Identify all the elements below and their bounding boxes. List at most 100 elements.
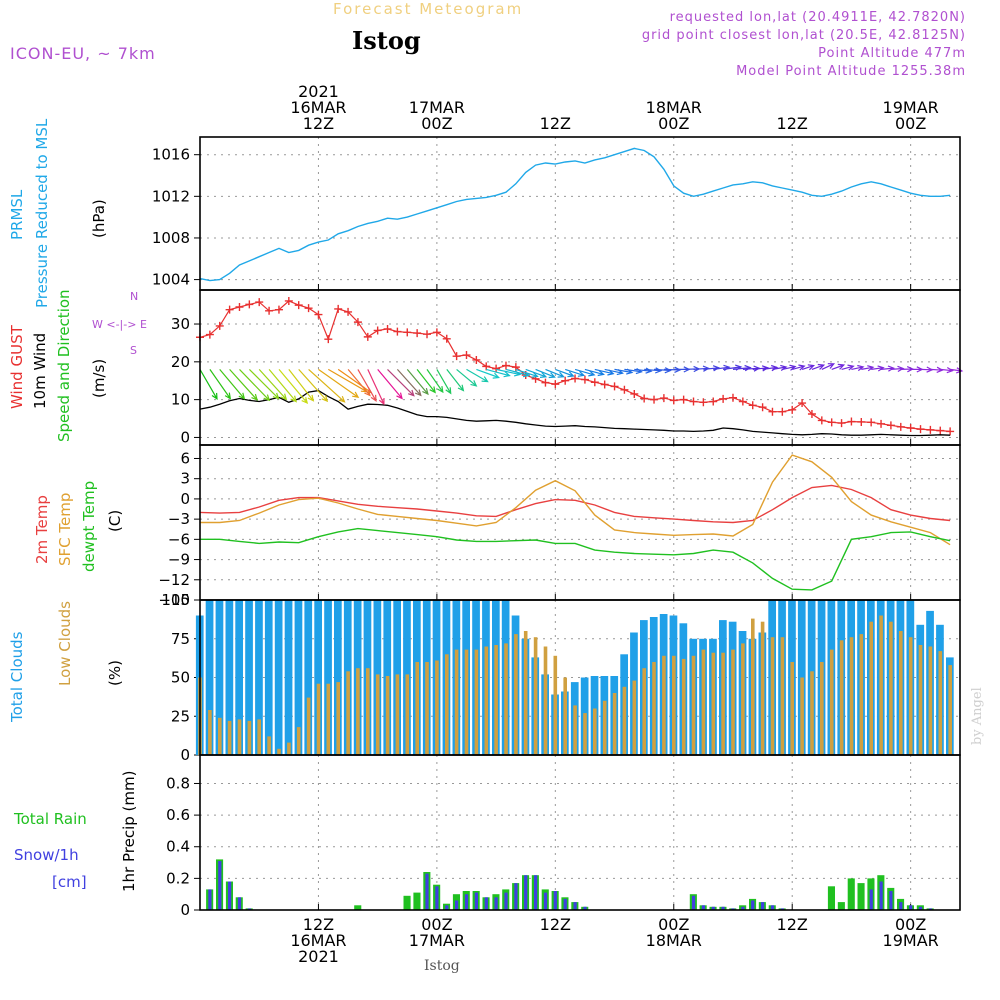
wind-direction-arrow bbox=[357, 369, 377, 403]
y-tick-label: 75 bbox=[171, 630, 190, 648]
low-cloud-bar bbox=[721, 652, 725, 755]
low-cloud-bar bbox=[405, 674, 410, 755]
gust-marker bbox=[916, 425, 925, 434]
low-cloud-bar bbox=[810, 671, 814, 755]
low-cloud-bar bbox=[691, 655, 696, 755]
panel-frame bbox=[199, 444, 961, 601]
wind-direction-arrow bbox=[318, 368, 360, 398]
snow-bar bbox=[761, 902, 765, 910]
wind-direction-arrow bbox=[634, 367, 653, 374]
snow-label: Snow/1h bbox=[14, 846, 79, 864]
low-cloud-bar bbox=[257, 719, 261, 755]
wind-direction-arrow bbox=[535, 368, 556, 379]
rain-bar bbox=[847, 878, 855, 910]
rain-bar bbox=[354, 905, 362, 910]
snow-bar bbox=[573, 902, 577, 910]
snow-bar bbox=[445, 905, 449, 910]
bottom-time-label: 12Z bbox=[777, 915, 808, 934]
snow-bar bbox=[237, 897, 242, 910]
gust-marker bbox=[432, 328, 441, 337]
wind-direction-arrow bbox=[555, 368, 575, 378]
low-cloud-bar bbox=[622, 686, 627, 755]
y-tick-label: 50 bbox=[171, 669, 190, 687]
low-cloud-bar bbox=[415, 662, 419, 755]
low-cloud-bar bbox=[681, 658, 686, 755]
gust-marker bbox=[768, 407, 777, 416]
gust-marker bbox=[373, 326, 382, 335]
wind-direction-arrow bbox=[377, 369, 403, 400]
low-cloud-bar bbox=[267, 736, 271, 755]
top-time-label: 2021 bbox=[298, 82, 339, 101]
low-cloud-bar bbox=[543, 646, 548, 755]
low-cloud-bar bbox=[741, 643, 745, 755]
low-cloud-bar bbox=[445, 654, 449, 756]
wind-direction-arrow bbox=[347, 369, 371, 397]
top-time-label: 00Z bbox=[658, 114, 689, 133]
low-cloud-bar bbox=[464, 649, 469, 755]
low-cloud-bar bbox=[938, 651, 943, 755]
low-cloud-bar bbox=[879, 615, 883, 755]
gust-marker bbox=[857, 417, 866, 426]
y-tick-label: 0 bbox=[180, 490, 190, 508]
low-cloud-bar bbox=[760, 621, 765, 755]
low-cloud-bar bbox=[208, 710, 212, 755]
low-cloud-bar bbox=[849, 637, 854, 755]
panel-frame bbox=[199, 289, 961, 446]
snow-bar bbox=[484, 897, 488, 910]
y-tick-label: −6 bbox=[168, 530, 190, 548]
wind-direction-arrow bbox=[574, 368, 596, 377]
gust-marker bbox=[719, 394, 728, 403]
footer-station: Istog bbox=[424, 958, 460, 974]
bottom-time-label: 17MAR bbox=[409, 931, 465, 950]
low-cloud-bar bbox=[899, 631, 903, 755]
gust-marker bbox=[699, 398, 708, 407]
low-cloud-bar bbox=[780, 637, 785, 755]
chart-title: Forecast Meteogram bbox=[333, 0, 524, 18]
gust-marker bbox=[867, 418, 876, 427]
low-cloud-bar bbox=[602, 700, 607, 756]
wind-direction-arrow bbox=[476, 368, 501, 379]
dewpt-line bbox=[200, 527, 951, 591]
wind-direction-arrow bbox=[584, 368, 605, 377]
y-tick-label: 1012 bbox=[152, 187, 190, 205]
gust-marker bbox=[413, 329, 422, 338]
gust-marker bbox=[679, 395, 688, 404]
grid-point-coords: grid point closest lon,lat (20.5E, 42.81… bbox=[641, 28, 966, 43]
snow-bar bbox=[474, 892, 478, 910]
low-cloud-bar bbox=[346, 671, 350, 755]
wind-direction-arrow bbox=[239, 368, 271, 402]
wind-direction-arrow bbox=[456, 368, 478, 387]
gust-marker bbox=[294, 301, 303, 310]
snow-bar bbox=[899, 902, 903, 910]
compass-we: W <-|-> E bbox=[92, 318, 147, 331]
panel-frame bbox=[199, 136, 961, 291]
low-cloud-bar bbox=[218, 717, 222, 755]
top-time-label: 18MAR bbox=[646, 98, 702, 117]
bottom-time-label: 12Z bbox=[303, 915, 334, 934]
gust-marker bbox=[640, 394, 649, 403]
gust-marker bbox=[265, 306, 274, 315]
wind-direction-arrow bbox=[703, 365, 721, 372]
gust-marker bbox=[245, 300, 254, 309]
low-cloud-bar bbox=[573, 705, 577, 755]
panel-frame bbox=[199, 754, 961, 911]
low-cloud-bar bbox=[523, 631, 528, 755]
low-cloud-bar bbox=[908, 637, 913, 755]
low-cloud-bar bbox=[435, 660, 439, 755]
snow-bar bbox=[504, 892, 508, 910]
snow-bar bbox=[751, 900, 755, 910]
low-cloud-bar bbox=[612, 693, 617, 755]
snow-bar bbox=[228, 881, 232, 910]
gust-marker bbox=[788, 405, 797, 414]
y-tick-label: −9 bbox=[168, 551, 190, 569]
snow-bar bbox=[741, 906, 745, 910]
gust-marker bbox=[472, 355, 481, 364]
low-cloud-bar bbox=[336, 682, 340, 755]
wind-direction-arrow bbox=[653, 367, 672, 374]
temp2m-line bbox=[199, 484, 951, 524]
gust-marker bbox=[541, 378, 550, 387]
gust-marker bbox=[650, 395, 659, 404]
total-cloud-bar bbox=[324, 600, 332, 755]
top-time-label: 00Z bbox=[421, 114, 452, 133]
gust-marker bbox=[205, 330, 214, 339]
